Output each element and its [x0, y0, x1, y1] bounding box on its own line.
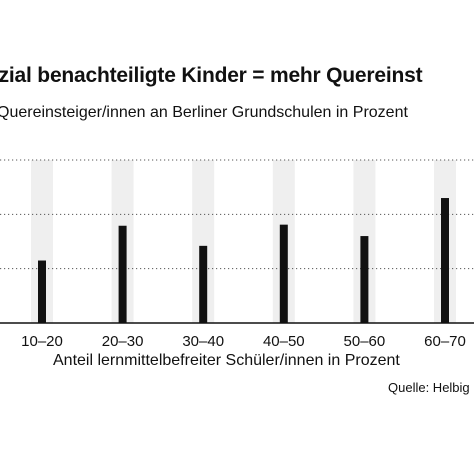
bar	[279, 224, 288, 323]
x-tick-label: 10–20	[21, 333, 63, 350]
source-note: Quelle: Helbig	[388, 380, 470, 395]
gridlines	[0, 159, 474, 270]
chart-subtitle: Quereinsteiger/innen an Berliner Grundsc…	[0, 104, 408, 121]
x-axis-label: Anteil lernmittelbefreiter Schüler/innen…	[53, 352, 400, 369]
x-tick-label: 50–60	[344, 333, 386, 350]
bar	[441, 198, 449, 323]
x-tick-labels: 10–20 20–30 30–40 40–50 50–60 60–70	[21, 333, 466, 350]
bar	[118, 225, 127, 323]
bar	[360, 236, 369, 323]
bars	[38, 198, 449, 323]
bar	[38, 260, 46, 323]
category-band	[31, 160, 53, 323]
bar	[199, 245, 208, 323]
category-bands	[31, 160, 456, 323]
x-tick-label: 60–70	[424, 333, 466, 350]
x-tick-label: 30–40	[182, 333, 224, 350]
category-band	[192, 160, 215, 323]
chart-title: ozial benachteiligte Kinder = mehr Quere…	[0, 64, 423, 87]
x-tick-label: 20–30	[102, 333, 144, 350]
x-tick-label: 40–50	[263, 333, 305, 350]
